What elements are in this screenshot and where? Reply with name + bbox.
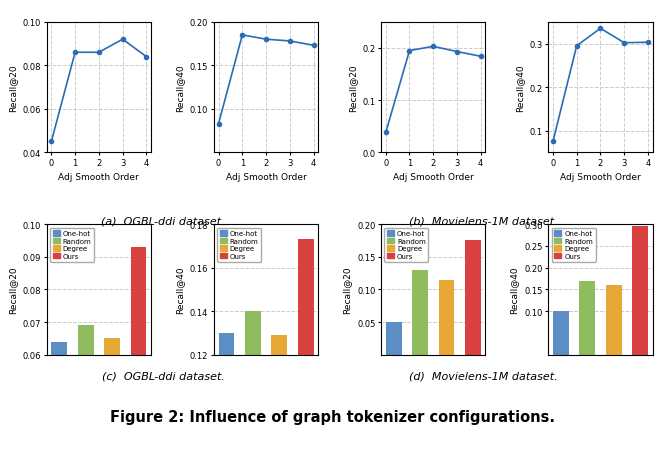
- Text: (b)  Movielens-1M dataset.: (b) Movielens-1M dataset.: [408, 216, 557, 226]
- Bar: [78, 326, 94, 455]
- Bar: [51, 342, 67, 455]
- Bar: [605, 285, 621, 355]
- X-axis label: Adj Smooth Order: Adj Smooth Order: [393, 173, 474, 182]
- Bar: [553, 312, 569, 355]
- Y-axis label: Recall@40: Recall@40: [509, 266, 519, 313]
- Text: Figure 2: Influence of graph tokenizer configurations.: Figure 2: Influence of graph tokenizer c…: [111, 410, 555, 425]
- Bar: [386, 322, 402, 355]
- Y-axis label: Recall@40: Recall@40: [175, 266, 184, 313]
- Text: (c)  OGBL-ddi dataset.: (c) OGBL-ddi dataset.: [102, 371, 224, 381]
- Bar: [632, 227, 648, 355]
- Bar: [218, 333, 234, 455]
- Y-axis label: Recall@20: Recall@20: [8, 64, 17, 111]
- X-axis label: Adj Smooth Order: Adj Smooth Order: [59, 173, 139, 182]
- Bar: [579, 281, 595, 355]
- Bar: [465, 241, 481, 355]
- Legend: One-hot, Random, Degree, Ours: One-hot, Random, Degree, Ours: [217, 228, 261, 262]
- Y-axis label: Recall@20: Recall@20: [8, 266, 17, 313]
- Y-axis label: Recall@40: Recall@40: [515, 64, 524, 111]
- Bar: [271, 335, 287, 455]
- Legend: One-hot, Random, Degree, Ours: One-hot, Random, Degree, Ours: [50, 228, 94, 262]
- Legend: One-hot, Random, Degree, Ours: One-hot, Random, Degree, Ours: [384, 228, 428, 262]
- Bar: [298, 240, 314, 455]
- Bar: [412, 270, 428, 355]
- Y-axis label: Recall@40: Recall@40: [175, 64, 184, 111]
- Text: (d)  Movielens-1M dataset.: (d) Movielens-1M dataset.: [408, 371, 557, 381]
- Y-axis label: Recall@20: Recall@20: [348, 64, 357, 111]
- Bar: [131, 248, 147, 455]
- Bar: [438, 280, 454, 355]
- Y-axis label: Recall@20: Recall@20: [342, 266, 352, 313]
- Text: (a)  OGBL-ddi dataset.: (a) OGBL-ddi dataset.: [101, 216, 225, 226]
- X-axis label: Adj Smooth Order: Adj Smooth Order: [560, 173, 641, 182]
- X-axis label: Adj Smooth Order: Adj Smooth Order: [226, 173, 306, 182]
- Legend: One-hot, Random, Degree, Ours: One-hot, Random, Degree, Ours: [551, 228, 595, 262]
- Bar: [245, 312, 261, 455]
- Bar: [104, 339, 120, 455]
